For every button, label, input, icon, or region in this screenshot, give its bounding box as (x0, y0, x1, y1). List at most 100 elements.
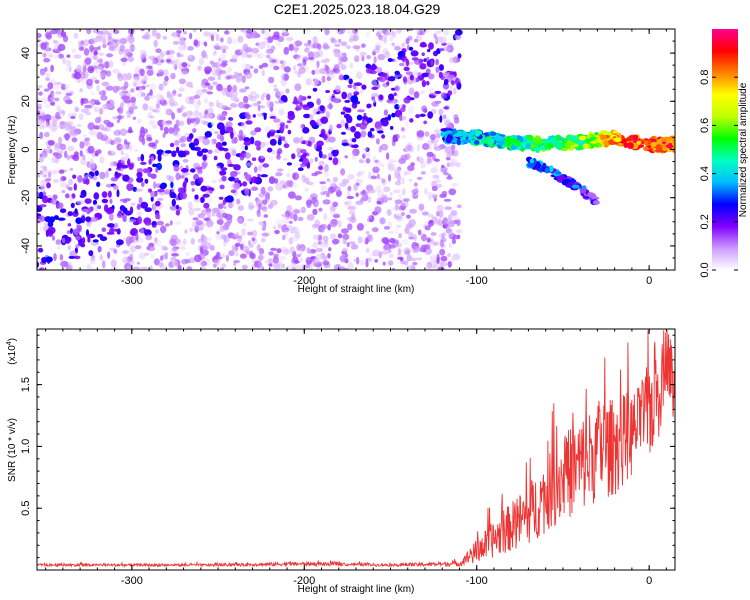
spectrogram-cell (432, 174, 440, 179)
spectrogram-cell (426, 263, 432, 270)
spectrogram-cell (101, 260, 106, 268)
spectrogram-cell (245, 174, 252, 180)
spectrogram-cell (456, 139, 461, 146)
spectrogram-cell (409, 118, 414, 123)
spectrogram-cell (163, 69, 169, 76)
spectrogram-cell (177, 264, 182, 270)
spectrogram-cell (138, 197, 143, 204)
spectrogram-cell (194, 102, 201, 110)
spectrogram-cell (427, 48, 431, 53)
spectrogram-cell (381, 237, 390, 244)
spectrogram-cell (255, 198, 263, 203)
spectrogram-cell (109, 198, 113, 204)
spectrogram-cell (72, 154, 80, 162)
spectrogram-cell (291, 267, 296, 270)
spectrogram-cell (105, 140, 109, 145)
spectrogram-cell (415, 29, 421, 34)
spectrogram-cell (312, 241, 319, 249)
spectrogram-cell (445, 136, 452, 144)
spectrogram-cell (178, 61, 183, 70)
spectrogram-cell (347, 205, 356, 211)
spectrogram-cell (163, 247, 169, 251)
spectrogram-cell (549, 139, 557, 144)
spectrogram-cell (41, 195, 49, 204)
spectrogram-cell (376, 173, 380, 180)
spectrogram-cell (297, 167, 304, 172)
spectrogram-cell (148, 94, 155, 100)
spectrogram-cell (329, 208, 336, 216)
spectrogram-cell (407, 105, 415, 114)
spectrogram-cell (119, 214, 127, 218)
spectrogram-cell (81, 208, 89, 213)
spectrogram-cell (203, 97, 209, 104)
spectrogram-cell (107, 150, 116, 156)
spectrogram-cell (369, 127, 375, 132)
spectrogram-cell (116, 239, 124, 246)
spectrogram-cell (285, 224, 293, 229)
spectrogram-cell (197, 65, 202, 72)
spectrogram-cell (76, 200, 84, 205)
spectrogram-cell (385, 152, 390, 160)
spectrogram-cell (286, 120, 292, 124)
spectrogram-cell (140, 153, 145, 162)
spectrogram-cell (238, 72, 243, 77)
spectrogram-cell (351, 213, 356, 220)
spectrogram-cell (408, 223, 415, 228)
spectrogram-cell (94, 150, 98, 157)
spectrogram-cell (122, 250, 130, 254)
spectrogram-cell (67, 223, 72, 227)
spectrogram-cell (281, 213, 289, 218)
spectrogram-cell (413, 38, 419, 43)
spectrogram-cell (250, 91, 257, 95)
spectrogram-cell (93, 106, 99, 113)
spectrogram-cell (385, 31, 389, 35)
spectrogram-cell (224, 30, 230, 35)
spectrogram-cell (266, 100, 273, 109)
spectrogram-cell (216, 83, 223, 92)
spectrogram-cell (150, 253, 155, 260)
spectrogram-cell (455, 162, 461, 168)
spectrogram-cell (175, 119, 180, 128)
spectrogram-cell (94, 79, 100, 84)
spectrogram-cell (128, 38, 133, 46)
spectrogram-cell (87, 237, 91, 243)
spectrogram-cell (411, 257, 417, 262)
spectrogram-cell (329, 72, 335, 80)
spectrogram-cell (225, 254, 229, 262)
spectrogram-cell (147, 171, 152, 178)
spectrogram-cell (444, 81, 448, 86)
spectrogram-cell (204, 131, 212, 138)
spectrogram-cell (243, 152, 252, 159)
spectrogram-cell (424, 225, 431, 231)
spectrogram-cell (387, 30, 395, 36)
spectrogram-cell (240, 143, 245, 151)
spectrogram-cell (358, 159, 365, 164)
spectrogram-cell (135, 188, 143, 192)
spectrogram-cell (366, 117, 373, 123)
spectrogram-cell (165, 108, 173, 116)
spectrogram-cell (376, 67, 383, 74)
spectrogram-cell (340, 111, 346, 115)
spectrogram-cell (197, 238, 204, 243)
spectrogram-cell (402, 76, 408, 83)
spectrogram-cell (198, 57, 205, 66)
spectrogram-cell (197, 99, 201, 106)
spectrogram-cell (440, 261, 448, 267)
spectrogram-cell (97, 132, 102, 140)
spectrogram-cell (332, 201, 339, 208)
spectrogram-cell (109, 227, 115, 235)
spectrogram-cell (245, 63, 251, 71)
spectrogram-cell (332, 96, 340, 104)
spectrogram-cell (352, 34, 359, 42)
spectrogram-cell (417, 72, 422, 77)
spectrogram-cell (638, 144, 645, 148)
spectrogram-cell (392, 267, 395, 270)
spectrogram-cell (53, 83, 60, 91)
spectrogram-cell (60, 260, 69, 268)
spectrogram-cell (441, 164, 445, 169)
spectrogram-cell (175, 209, 181, 216)
spectrogram-cell (262, 163, 269, 168)
spectrogram-cell (390, 125, 394, 130)
spectrogram-cell (170, 234, 178, 241)
spectrogram-cell (43, 131, 50, 138)
